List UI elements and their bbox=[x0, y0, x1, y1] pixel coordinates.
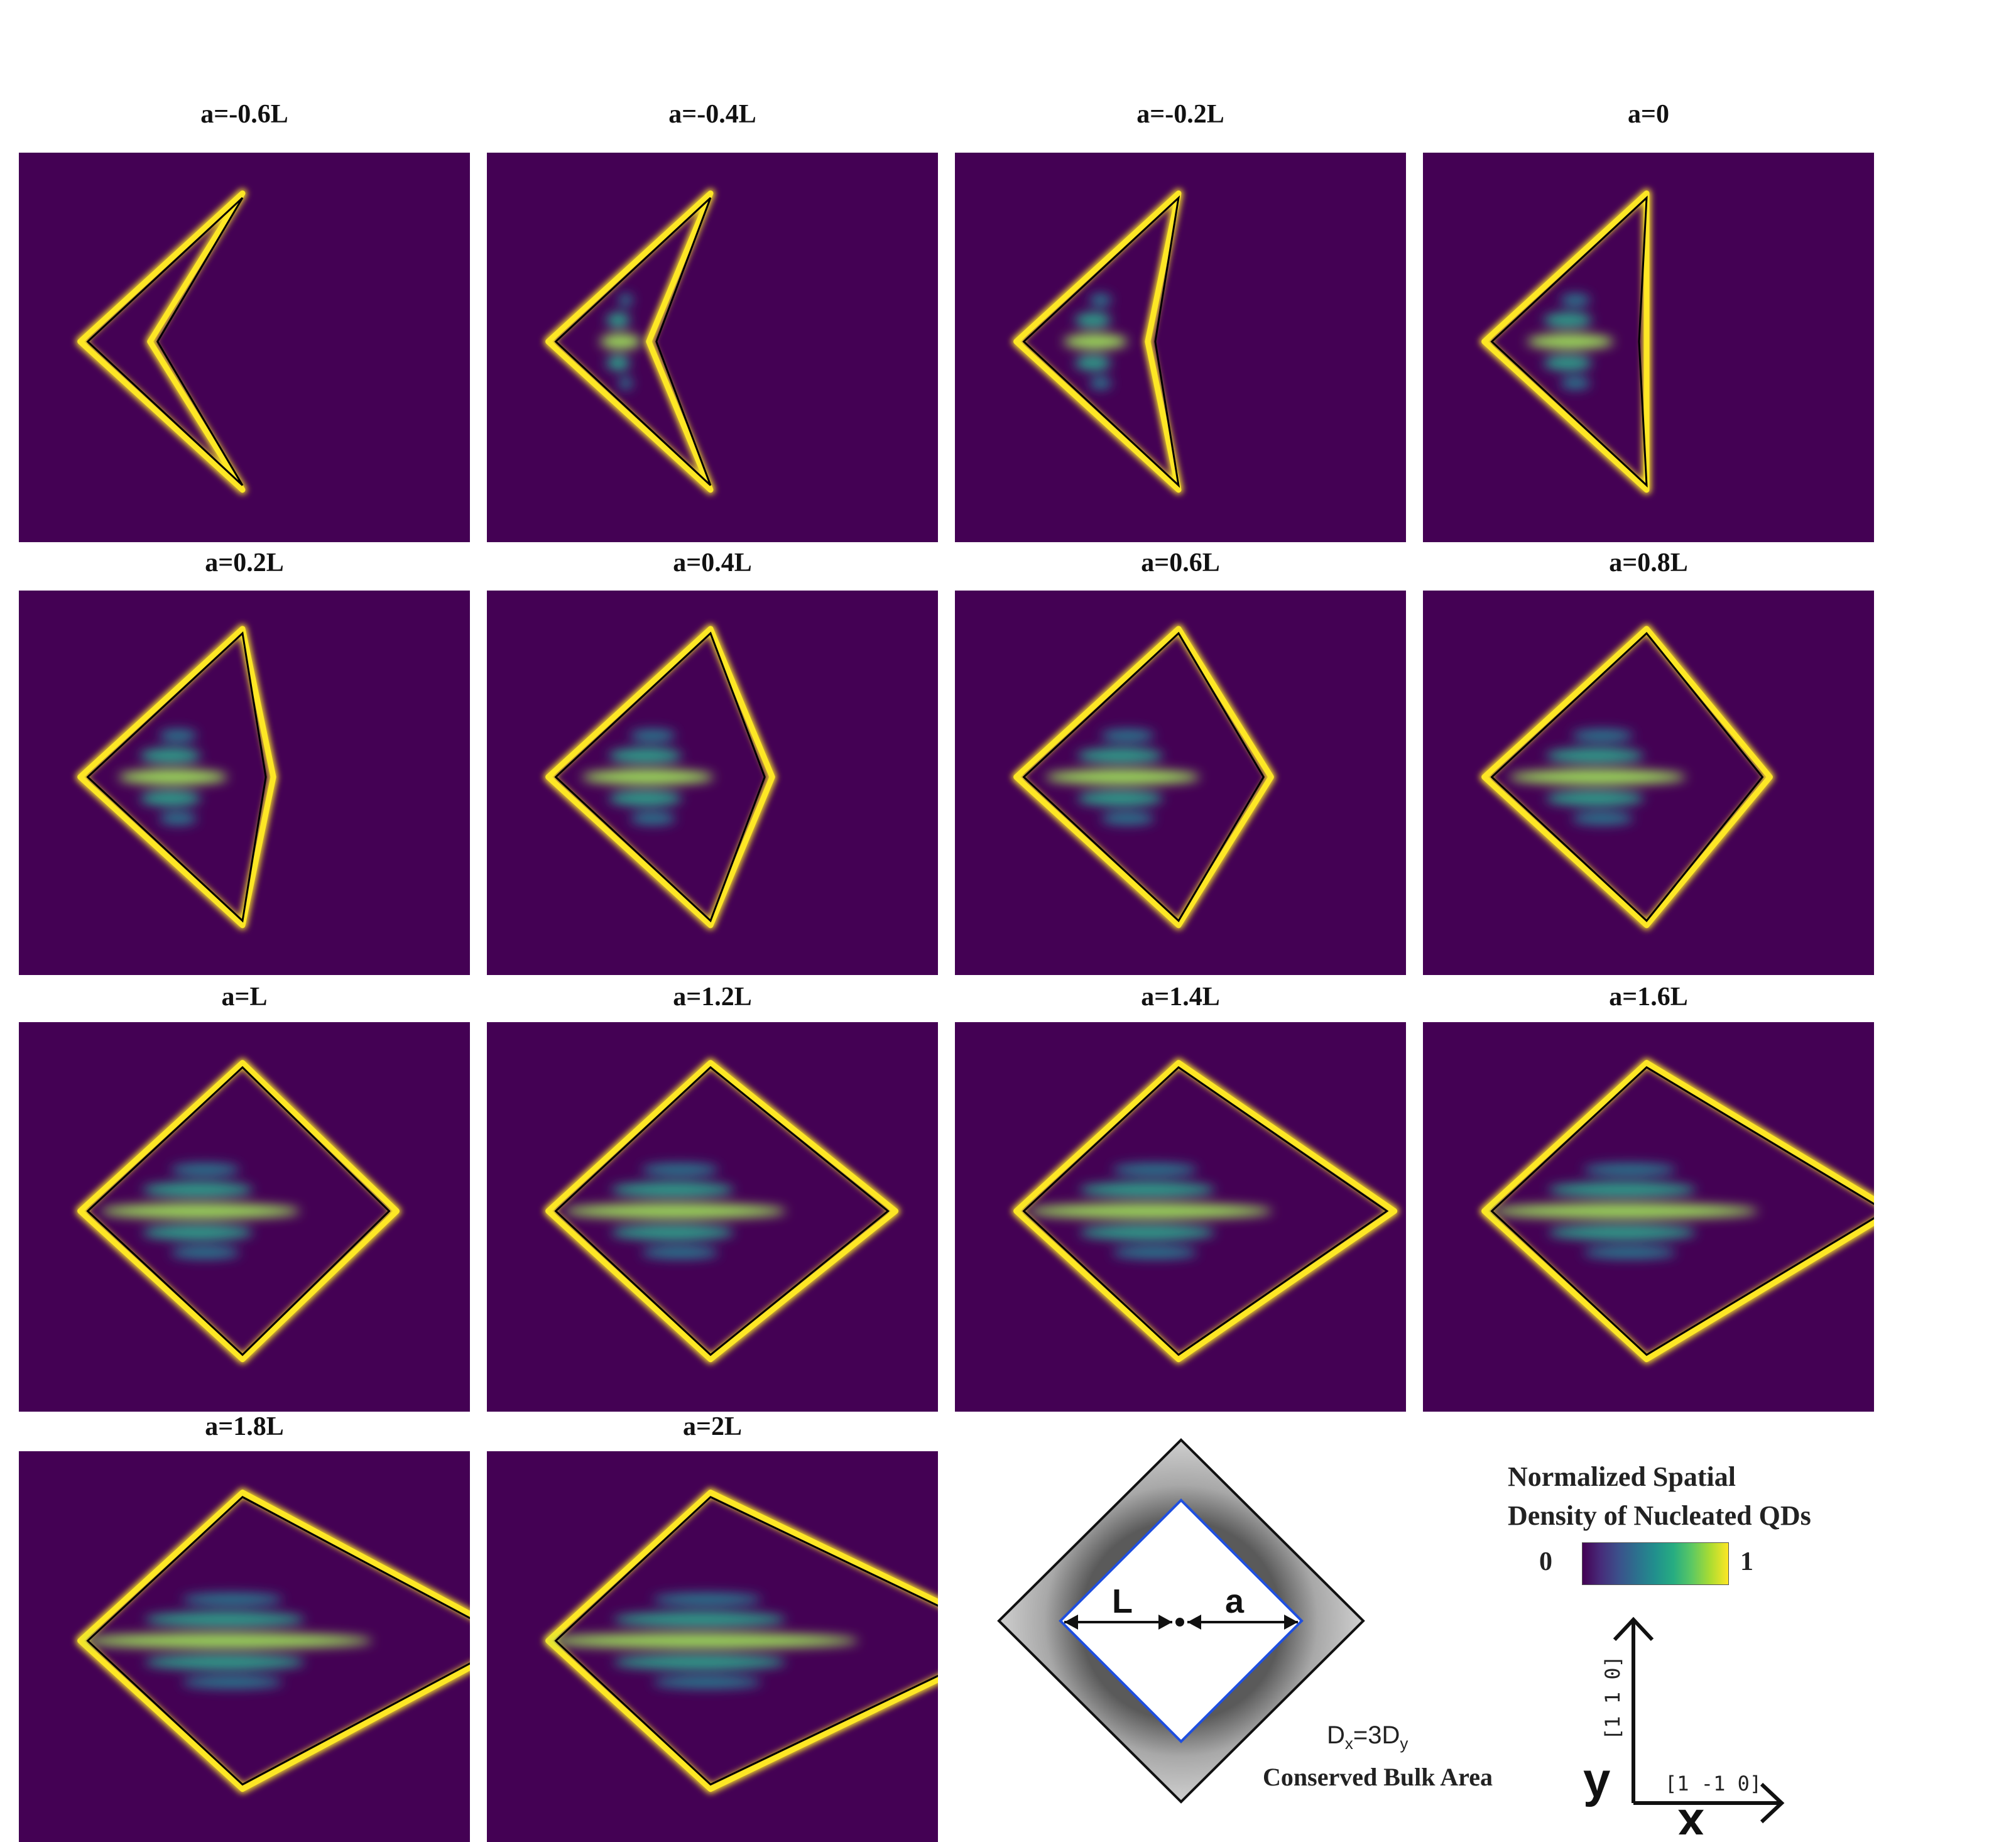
edge-density-core bbox=[77, 190, 246, 493]
colorbar bbox=[1582, 1542, 1729, 1585]
conserved-bulk-caption: Conserved Bulk Area bbox=[1263, 1763, 1493, 1791]
interior-density-blobs bbox=[1508, 729, 1686, 825]
shape-outline bbox=[86, 1065, 391, 1356]
shape-outline bbox=[1022, 195, 1180, 488]
density-panel bbox=[19, 1022, 470, 1412]
interior-density-blobs bbox=[564, 1163, 787, 1259]
shape-outline bbox=[554, 197, 712, 486]
edge-density-core bbox=[1013, 1060, 1398, 1363]
y-direction-label: [1 1 0] bbox=[1601, 1655, 1625, 1740]
edge-density-core bbox=[545, 190, 714, 493]
panel-title: a=L bbox=[221, 983, 268, 1011]
interior-density-blobs bbox=[582, 729, 714, 825]
edge-density-core bbox=[77, 1060, 400, 1363]
panel-title: a=1.4L bbox=[1141, 983, 1220, 1011]
interior-density-blobs bbox=[1027, 1163, 1273, 1259]
panel-title: a=0.2L bbox=[205, 548, 284, 577]
interior-density-blobs bbox=[100, 1163, 300, 1259]
edge-density-core bbox=[77, 626, 276, 929]
edge-density-core bbox=[545, 1490, 938, 1792]
panel-title: a=1.8L bbox=[205, 1412, 284, 1441]
shape-outline bbox=[554, 1065, 890, 1356]
diffusion-equation: Dx=3Dy bbox=[1327, 1721, 1408, 1753]
schematic-center-dot bbox=[1175, 1618, 1184, 1627]
density-panel bbox=[955, 591, 1406, 975]
shape-outline bbox=[86, 1496, 470, 1786]
panel-title: a=1.6L bbox=[1609, 983, 1688, 1011]
interior-density-blobs bbox=[1527, 293, 1614, 390]
interior-density-blobs bbox=[1491, 1163, 1758, 1259]
colorbar-title: Normalized Spatial Density of Nucleated … bbox=[1508, 1461, 1811, 1531]
interior-density-blobs bbox=[1045, 729, 1200, 825]
x-axis-label: x bbox=[1677, 1791, 1704, 1834]
density-panel bbox=[1423, 153, 1874, 542]
density-panel bbox=[487, 1451, 938, 1842]
panel-title: a=-0.2L bbox=[1136, 100, 1224, 129]
edge-density-core bbox=[1481, 626, 1773, 929]
schematic-diagram bbox=[997, 1438, 1365, 1804]
shape-outline bbox=[1490, 631, 1764, 922]
density-panel bbox=[487, 1022, 938, 1412]
edge-density-core bbox=[77, 1490, 470, 1792]
crystal-axes: y x [1 1 0] [1 -1 0] bbox=[1583, 1616, 1785, 1834]
panel-title: a=2L bbox=[683, 1412, 742, 1441]
shape-outline bbox=[86, 631, 267, 923]
edge-density-core bbox=[545, 626, 775, 929]
colorbar-min-label: 0 bbox=[1539, 1547, 1552, 1576]
edge-density-core bbox=[1481, 190, 1650, 493]
interior-density-blobs bbox=[118, 729, 228, 825]
density-panel bbox=[487, 591, 938, 975]
shape-outline bbox=[554, 1496, 938, 1786]
panel-title: a=1.2L bbox=[673, 983, 752, 1011]
panel-title: a=0.8L bbox=[1609, 548, 1688, 577]
shape-outline bbox=[1022, 1065, 1389, 1356]
density-panel bbox=[19, 153, 470, 542]
schematic-label-a: a bbox=[1225, 1583, 1245, 1620]
shape-outline bbox=[1022, 631, 1265, 922]
panel-title: a=-0.6L bbox=[200, 100, 288, 129]
density-panel bbox=[19, 591, 470, 975]
edge-density-core bbox=[1013, 190, 1182, 493]
interior-density-blobs bbox=[1063, 293, 1128, 390]
density-panel bbox=[955, 1022, 1406, 1412]
density-panel bbox=[955, 153, 1406, 542]
x-direction-label: [1 -1 0] bbox=[1665, 1772, 1762, 1796]
panel-title: a=-0.4L bbox=[668, 100, 756, 129]
edge-density-core bbox=[1013, 626, 1274, 929]
schematic-label-L: L bbox=[1112, 1583, 1133, 1620]
interior-density-blobs bbox=[600, 293, 641, 390]
shape-outline bbox=[1490, 195, 1648, 488]
panel-title: a=0 bbox=[1628, 100, 1669, 129]
panel-title: a=0.4L bbox=[673, 548, 752, 577]
interior-density-blobs bbox=[82, 1593, 373, 1689]
shape-outline bbox=[554, 631, 766, 923]
density-panel bbox=[487, 153, 938, 542]
shape-outline bbox=[86, 197, 244, 486]
interior-density-blobs bbox=[545, 1593, 859, 1689]
density-panel bbox=[1423, 1022, 1874, 1412]
density-panel bbox=[1423, 591, 1874, 975]
y-axis-label: y bbox=[1583, 1752, 1610, 1807]
panel-title: a=0.6L bbox=[1141, 548, 1220, 577]
edge-density-core bbox=[1481, 1060, 1874, 1363]
colorbar-max-label: 1 bbox=[1740, 1547, 1753, 1576]
density-panel bbox=[19, 1451, 470, 1842]
edge-density-core bbox=[545, 1060, 899, 1363]
shape-outline bbox=[1490, 1066, 1874, 1356]
